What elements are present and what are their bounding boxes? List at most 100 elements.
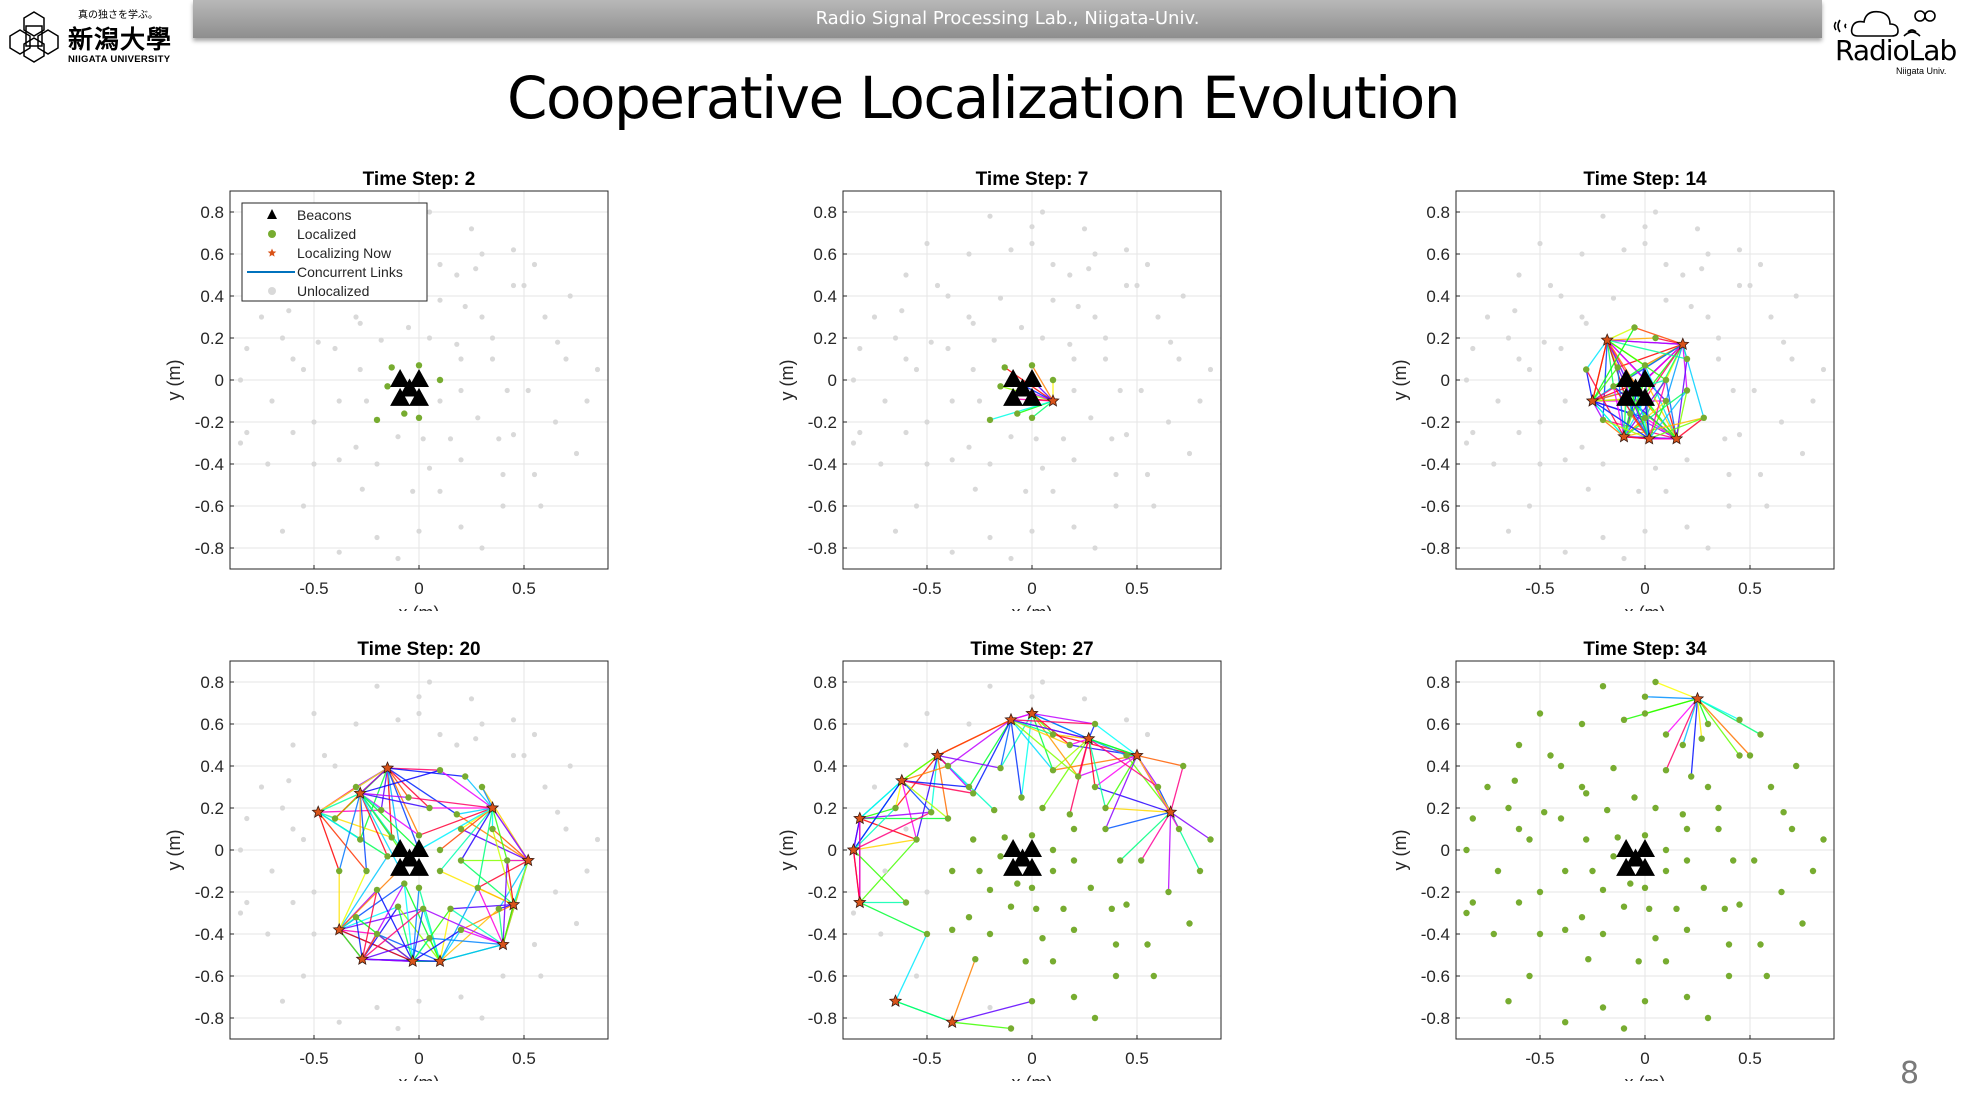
unlocalized-node <box>1757 261 1764 268</box>
localized-node <box>1715 825 1722 833</box>
unlocalized-node <box>1463 440 1470 446</box>
unlocalized-node <box>244 429 250 436</box>
localized-node <box>1652 804 1659 812</box>
concurrent-link <box>428 937 441 962</box>
unlocalized-node <box>594 366 601 373</box>
unlocalized-node <box>987 461 993 467</box>
unlocalized-node <box>1516 356 1522 362</box>
unlocalized-node <box>1109 436 1115 442</box>
localized-node <box>405 794 412 801</box>
localizing-now-node <box>1163 805 1178 818</box>
x-tick-label: 0 <box>1640 579 1649 598</box>
unlocalized-node <box>458 356 464 362</box>
unlocalized-node <box>882 868 888 874</box>
y-tick-label: 0.4 <box>200 757 224 776</box>
unlocalized-node <box>924 889 930 895</box>
localized-node <box>1102 825 1109 833</box>
unlocalized-node <box>871 784 878 790</box>
localized-node <box>1662 958 1670 965</box>
localized-node <box>1469 899 1476 906</box>
unlocalized-node <box>311 889 317 895</box>
unlocalized-node <box>594 836 601 843</box>
localized-node <box>1662 867 1670 875</box>
concurrent-link <box>1607 337 1656 341</box>
concurrent-link <box>380 768 389 811</box>
x-tick-label: 0 <box>1640 1049 1649 1068</box>
concurrent-link <box>1052 733 1138 757</box>
concurrent-link <box>951 958 976 1023</box>
beacon-marker <box>1635 387 1655 406</box>
localized-node <box>1641 832 1649 839</box>
unlocalized-node <box>500 471 506 478</box>
x-tick-label: -0.5 <box>1525 1049 1554 1068</box>
localized-node <box>1604 806 1611 814</box>
unlocalized-node <box>1050 261 1056 268</box>
localized-node <box>378 806 385 814</box>
unlocalized-node <box>1029 224 1035 230</box>
unlocalized-node <box>1168 339 1174 345</box>
unlocalized-node <box>1799 450 1806 457</box>
unlocalized-node <box>279 998 286 1004</box>
unlocalized-node <box>1081 226 1088 232</box>
localizing-now-node <box>1600 333 1614 346</box>
localized-node <box>1641 998 1649 1005</box>
unlocalized-node <box>1579 251 1585 257</box>
concurrent-link <box>376 933 414 962</box>
unlocalized-node <box>850 440 857 446</box>
concurrent-link <box>491 807 529 861</box>
unlocalized-node <box>538 973 544 979</box>
unlocalized-node <box>903 742 909 748</box>
concurrent-link <box>412 887 420 962</box>
localized-node <box>1536 888 1544 896</box>
localized-node <box>457 926 465 933</box>
localized-node <box>336 867 343 875</box>
unlocalized-node <box>1764 503 1770 509</box>
y-axis-label: y (m) <box>777 360 797 401</box>
concurrent-link <box>460 828 529 862</box>
localized-node <box>1060 905 1067 912</box>
y-tick-label: 0 <box>1441 841 1450 860</box>
localized-node <box>1039 935 1046 942</box>
y-tick-label: -0.4 <box>195 455 224 474</box>
localized-node <box>1627 880 1634 887</box>
concurrent-link <box>477 887 504 945</box>
unlocalized-node <box>1470 345 1476 352</box>
concurrent-link <box>859 901 928 935</box>
concurrent-link <box>1031 712 1089 740</box>
unlocalized-node <box>479 251 485 257</box>
unlocalized-node <box>479 545 485 551</box>
localizing-now-node <box>1690 691 1705 705</box>
unlocalized-node <box>475 415 481 421</box>
unlocalized-node <box>1736 247 1743 253</box>
concurrent-link <box>1591 339 1608 402</box>
y-tick-label: -0.4 <box>1421 925 1450 944</box>
localized-node <box>1033 905 1040 912</box>
y-tick-label: 0.4 <box>813 287 837 306</box>
localized-node <box>928 809 935 816</box>
unlocalized-node <box>357 320 363 326</box>
concurrent-link <box>477 859 529 889</box>
unlocalized-node <box>1781 339 1787 345</box>
y-tick-label: -0.8 <box>195 1009 224 1028</box>
localized-node <box>1589 867 1596 875</box>
beacon-marker <box>390 839 411 857</box>
unlocalized-node <box>458 387 464 394</box>
localized-node <box>447 905 454 912</box>
concurrent-link <box>1104 755 1138 830</box>
concurrent-link <box>1606 339 1646 381</box>
localized-node <box>489 825 496 833</box>
unlocalized-node <box>1102 356 1109 362</box>
unlocalized-node <box>374 1004 380 1011</box>
unlocalized-node <box>479 1015 485 1021</box>
unlocalized-node <box>1600 461 1606 467</box>
unlocalized-node <box>1621 247 1627 253</box>
localized-node <box>1526 972 1533 980</box>
x-tick-label: 0.5 <box>1125 579 1149 598</box>
x-tick-label: -0.5 <box>299 579 328 598</box>
unlocalized-node <box>555 339 561 345</box>
x-tick-label: 0 <box>1027 1049 1036 1068</box>
concurrent-link <box>952 1021 1012 1030</box>
unlocalized-node <box>1123 282 1130 289</box>
unlocalized-node <box>903 356 909 362</box>
unlocalized-node <box>1722 436 1728 442</box>
